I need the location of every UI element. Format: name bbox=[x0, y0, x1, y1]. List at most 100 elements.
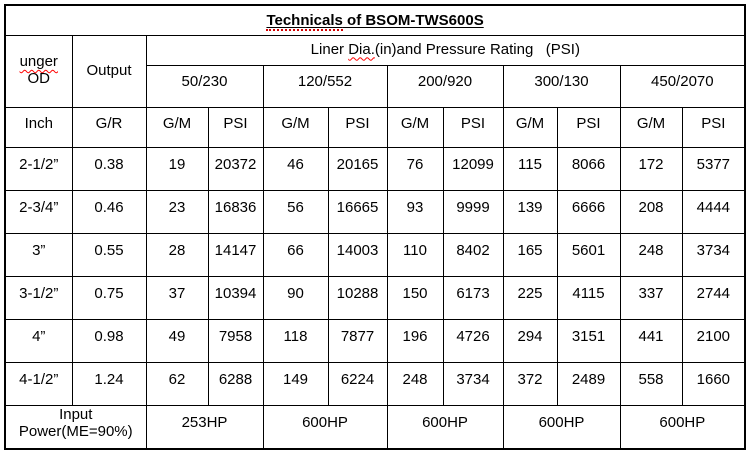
liner-suffix: (in)and Pressure Rating (PSI) bbox=[374, 40, 580, 58]
cell-size: 3” bbox=[4, 232, 73, 277]
cell-psi: 10394 bbox=[207, 275, 264, 320]
input-power-row: Input Power(ME=90%) 253HP 600HP 600HP 60… bbox=[4, 404, 746, 450]
cell-gm: 28 bbox=[145, 232, 209, 277]
cell-psi: 3151 bbox=[556, 318, 621, 363]
cell-psi: 5601 bbox=[556, 232, 621, 277]
input-power-value: 600HP bbox=[619, 404, 746, 450]
corner-line2: OD bbox=[27, 70, 51, 87]
cell-size: 4-1/2” bbox=[4, 361, 73, 406]
input-power-value: 600HP bbox=[386, 404, 504, 450]
group-header-200-920: 200/920 bbox=[386, 64, 504, 108]
cell-psi: 3734 bbox=[442, 361, 504, 406]
cell-psi: 20165 bbox=[327, 146, 388, 191]
cell-output: 1.24 bbox=[71, 361, 147, 406]
table-row: 3” 0.55 28 14147 66 14003 110 8402 165 5… bbox=[4, 232, 746, 277]
cell-gm: 46 bbox=[262, 146, 329, 191]
technicals-table: Technicals of BSOM-TWS600S unger OD Outp… bbox=[4, 4, 747, 450]
cell-gm: 172 bbox=[619, 146, 683, 191]
cell-output: 0.98 bbox=[71, 318, 147, 363]
cell-gm: 150 bbox=[386, 275, 444, 320]
cell-gm: 62 bbox=[145, 361, 209, 406]
cell-size: 4” bbox=[4, 318, 73, 363]
cell-psi: 7877 bbox=[327, 318, 388, 363]
col-header-gm: G/M bbox=[386, 106, 444, 148]
cell-gm: 23 bbox=[145, 189, 209, 234]
cell-psi: 14147 bbox=[207, 232, 264, 277]
cell-psi: 4444 bbox=[681, 189, 746, 234]
cell-gm: 248 bbox=[386, 361, 444, 406]
cell-psi: 8402 bbox=[442, 232, 504, 277]
cell-psi: 6173 bbox=[442, 275, 504, 320]
cell-gm: 208 bbox=[619, 189, 683, 234]
cell-output: 0.38 bbox=[71, 146, 147, 191]
cell-gm: 165 bbox=[502, 232, 558, 277]
group-header-450-2070: 450/2070 bbox=[619, 64, 746, 108]
cell-gm: 37 bbox=[145, 275, 209, 320]
group-header-50-230: 50/230 bbox=[145, 64, 264, 108]
cell-size: 2-1/2” bbox=[4, 146, 73, 191]
cell-psi: 2489 bbox=[556, 361, 621, 406]
col-header-inch: Inch bbox=[4, 106, 73, 148]
corner-word-spellchecked: unger bbox=[19, 53, 58, 70]
liner-word-spellchecked: Dia. bbox=[348, 40, 375, 58]
corner-line1: unger bbox=[8, 53, 70, 70]
table-row: 2-3/4” 0.46 23 16836 56 16665 93 9999 13… bbox=[4, 189, 746, 234]
cell-psi: 7958 bbox=[207, 318, 264, 363]
cell-gm: 372 bbox=[502, 361, 558, 406]
cell-gm: 90 bbox=[262, 275, 329, 320]
cell-gm: 93 bbox=[386, 189, 444, 234]
col-header-psi: PSI bbox=[207, 106, 264, 148]
group-header-row: 50/230 120/552 200/920 300/130 450/2070 bbox=[5, 64, 746, 108]
cell-psi: 16836 bbox=[207, 189, 264, 234]
col-header-psi: PSI bbox=[556, 106, 621, 148]
cell-psi: 20372 bbox=[207, 146, 264, 191]
col-header-gm: G/M bbox=[262, 106, 329, 148]
input-power-value: 600HP bbox=[262, 404, 388, 450]
cell-output: 0.46 bbox=[71, 189, 147, 234]
cell-psi: 12099 bbox=[442, 146, 504, 191]
cell-gm: 118 bbox=[262, 318, 329, 363]
cell-psi: 2100 bbox=[681, 318, 746, 363]
cell-psi: 8066 bbox=[556, 146, 621, 191]
cell-gm: 441 bbox=[619, 318, 683, 363]
table-row: 3-1/2” 0.75 37 10394 90 10288 150 6173 2… bbox=[4, 275, 746, 320]
cell-gm: 56 bbox=[262, 189, 329, 234]
cell-psi: 1660 bbox=[681, 361, 746, 406]
cell-gm: 49 bbox=[145, 318, 209, 363]
cell-gm: 558 bbox=[619, 361, 683, 406]
title-word-spellchecked: Technicals bbox=[266, 11, 343, 31]
col-header-gm: G/M bbox=[145, 106, 209, 148]
cell-gm: 19 bbox=[145, 146, 209, 191]
cell-gm: 139 bbox=[502, 189, 558, 234]
liner-header-cell: Liner Dia.(in)and Pressure Rating (PSI) bbox=[145, 34, 746, 66]
cell-output: 0.55 bbox=[71, 232, 147, 277]
group-header-300-130: 300/130 bbox=[502, 64, 621, 108]
cell-psi: 3734 bbox=[681, 232, 746, 277]
cell-psi: 4115 bbox=[556, 275, 621, 320]
units-row: Inch G/R G/M PSI G/M PSI G/M PSI G/M PSI… bbox=[4, 106, 746, 148]
cell-psi: 14003 bbox=[327, 232, 388, 277]
cell-psi: 2744 bbox=[681, 275, 746, 320]
cell-psi: 4726 bbox=[442, 318, 504, 363]
cell-psi: 9999 bbox=[442, 189, 504, 234]
cell-gm: 196 bbox=[386, 318, 444, 363]
cell-gm: 337 bbox=[619, 275, 683, 320]
cell-psi: 6666 bbox=[556, 189, 621, 234]
cell-psi: 6224 bbox=[327, 361, 388, 406]
cell-gm: 225 bbox=[502, 275, 558, 320]
cell-gm: 248 bbox=[619, 232, 683, 277]
title-row: Technicals of BSOM-TWS600S bbox=[4, 4, 746, 36]
cell-output: 0.75 bbox=[71, 275, 147, 320]
col-header-gm: G/M bbox=[502, 106, 558, 148]
cell-gm: 115 bbox=[502, 146, 558, 191]
cell-gm: 110 bbox=[386, 232, 444, 277]
table-row: 4” 0.98 49 7958 118 7877 196 4726 294 31… bbox=[4, 318, 746, 363]
table-row: 4-1/2” 1.24 62 6288 149 6224 248 3734 37… bbox=[4, 361, 746, 406]
cell-size: 2-3/4” bbox=[4, 189, 73, 234]
cell-psi: 16665 bbox=[327, 189, 388, 234]
cell-gm: 149 bbox=[262, 361, 329, 406]
cell-gm: 294 bbox=[502, 318, 558, 363]
table-row: 2-1/2” 0.38 19 20372 46 20165 76 12099 1… bbox=[4, 146, 746, 191]
cell-psi: 5377 bbox=[681, 146, 746, 191]
cell-gm: 66 bbox=[262, 232, 329, 277]
